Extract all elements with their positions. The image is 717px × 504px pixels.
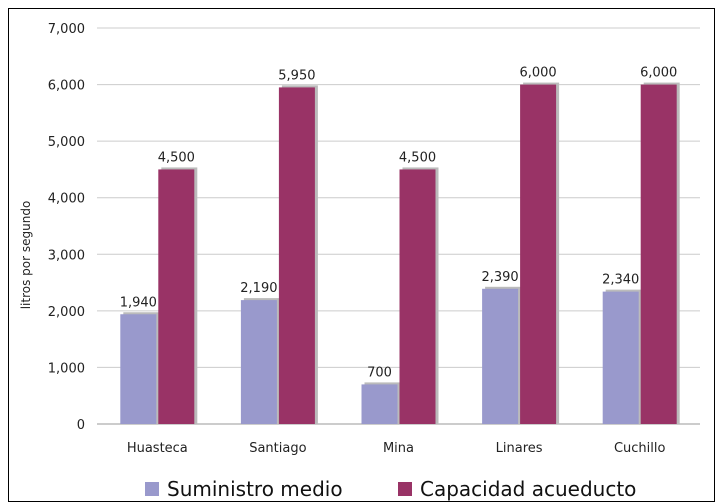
y-tick-label: 2,000	[48, 305, 85, 320]
bar-suministro	[602, 291, 639, 424]
data-label: 5,950	[278, 68, 315, 83]
data-label: 2,190	[240, 281, 277, 296]
x-category-label: Santiago	[249, 441, 306, 456]
data-label: 700	[367, 365, 392, 380]
data-label: 6,000	[519, 66, 556, 81]
bar-suministro	[120, 314, 157, 424]
bar-capacidad	[640, 84, 677, 425]
legend-label: Suministro medio	[167, 477, 343, 501]
x-category-label: Mina	[383, 441, 414, 456]
bar-suministro	[240, 300, 277, 424]
bar-capacidad	[278, 87, 315, 425]
legend-label: Capacidad acueducto	[420, 477, 636, 501]
y-tick-label: 4,000	[48, 192, 85, 207]
legend-swatch	[398, 482, 412, 496]
legend-swatch	[145, 482, 159, 496]
bar-capacidad	[399, 169, 436, 424]
bar-suministro	[482, 288, 519, 424]
y-tick-label: 5,000	[48, 135, 85, 150]
data-label: 2,390	[481, 270, 518, 285]
bar-capacidad	[520, 84, 557, 425]
x-category-label: Huasteca	[127, 441, 188, 456]
bar-capacidad	[158, 169, 195, 424]
data-label: 4,500	[399, 150, 436, 165]
y-axis-label: litros por segundo	[19, 201, 33, 310]
data-label: 6,000	[640, 66, 677, 81]
y-tick-label: 0	[77, 418, 85, 433]
bar-suministro	[361, 384, 398, 424]
y-tick-label: 7,000	[48, 22, 85, 37]
data-label: 1,940	[120, 295, 157, 310]
x-category-label: Cuchillo	[614, 441, 666, 456]
data-label: 4,500	[158, 150, 195, 165]
x-category-label: Linares	[496, 441, 543, 456]
data-label: 2,340	[602, 273, 639, 288]
y-tick-label: 1,000	[48, 361, 85, 376]
y-tick-label: 6,000	[48, 79, 85, 94]
y-tick-label: 3,000	[48, 248, 85, 263]
